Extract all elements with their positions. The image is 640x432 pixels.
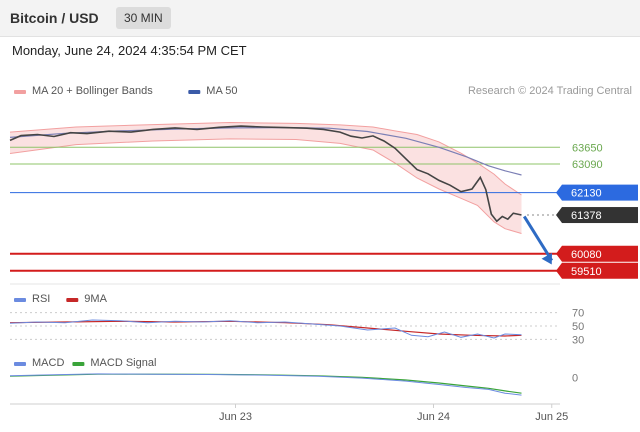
rsi-level-label-70: 70 xyxy=(572,308,584,320)
level-label-61378: 61378 xyxy=(571,210,602,222)
rsi-ma-line xyxy=(9,320,522,337)
legend-swatch-1 xyxy=(188,90,201,94)
level-tag-tip-60080 xyxy=(556,245,562,262)
rsi-line xyxy=(9,319,522,339)
level-label-63090: 63090 xyxy=(572,159,603,171)
level-tag-62130 xyxy=(562,184,638,201)
chart-canvas: MA 20 + Bollinger Bands MA 50 Research © 2… xyxy=(9,85,638,423)
legend-label-1: 9MA xyxy=(84,293,107,305)
forecast-arrow-head xyxy=(541,252,552,265)
bollinger-lower-line xyxy=(9,138,522,234)
level-label-60080: 60080 xyxy=(571,249,602,261)
price-line xyxy=(9,125,522,223)
x-axis: Jun 23 Jun 24 Jun 25 xyxy=(10,403,568,423)
x-tick-label-0: Jun 23 xyxy=(219,411,252,423)
legend-label-1: MACD Signal xyxy=(90,357,156,369)
legend-swatch-1 xyxy=(72,362,85,366)
chart-header: Bitcoin / USD 30 MIN xyxy=(0,0,640,37)
legend-label-0: MACD xyxy=(32,357,64,369)
legend-label-0: RSI xyxy=(32,293,50,305)
x-tick-label-2: Jun 25 xyxy=(535,411,568,423)
level-tag-tip-62130 xyxy=(556,184,562,201)
bollinger-band-area xyxy=(10,122,522,234)
legend-label-1: MA 50 xyxy=(206,85,237,97)
legend-swatch-0 xyxy=(14,298,26,302)
ma50-line xyxy=(9,126,522,176)
chart-datetime: Monday, June 24, 2024 4:35:54 PM CET xyxy=(12,43,247,58)
x-tick-label-1: Jun 24 xyxy=(417,411,450,423)
legend-swatch-1 xyxy=(66,298,79,302)
level-label-63650: 63650 xyxy=(572,142,603,154)
legend-swatch-0 xyxy=(14,362,26,366)
level-label-62130: 62130 xyxy=(571,188,602,200)
rsi-level-label-50: 50 xyxy=(572,321,584,333)
watermark: Research © 2024 Trading Central xyxy=(468,85,632,97)
macd-line xyxy=(9,373,522,396)
macd-signal-line xyxy=(9,373,522,394)
timeframe-badge[interactable]: 30 MIN xyxy=(116,7,171,29)
macd-panel: MACD MACD Signal 0 xyxy=(9,357,578,396)
legend-label-0: MA 20 + Bollinger Bands xyxy=(32,85,153,97)
level-tag-tip-59510 xyxy=(556,262,562,279)
level-label-59510: 59510 xyxy=(571,266,602,278)
rsi-level-label-30: 30 xyxy=(572,334,584,346)
forecast-arrow-shaft xyxy=(522,215,554,262)
bollinger-upper-line xyxy=(9,121,522,196)
level-tag-tip-61378 xyxy=(556,207,562,224)
instrument-title: Bitcoin / USD xyxy=(10,10,99,26)
macd-level-label-0: 0 xyxy=(572,372,578,384)
level-tag-60080 xyxy=(562,245,638,262)
legend-swatch-0 xyxy=(14,90,26,94)
price-panel: MA 20 + Bollinger Bands MA 50 Research © 2… xyxy=(9,85,638,285)
level-tag-59510 xyxy=(562,262,638,279)
level-tag-61378 xyxy=(562,207,638,224)
